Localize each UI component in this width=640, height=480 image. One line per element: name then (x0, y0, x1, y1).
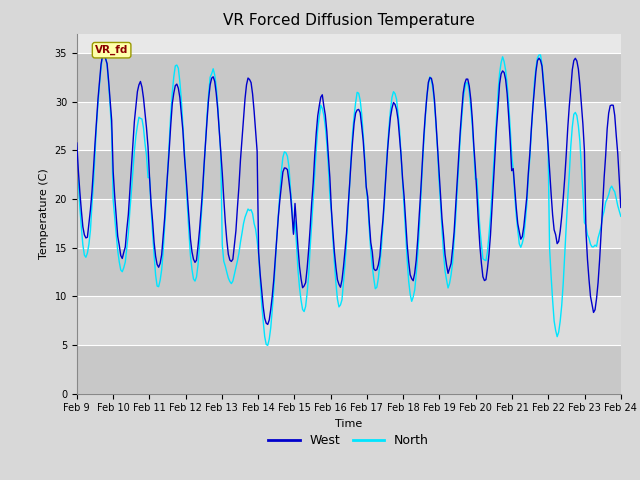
Bar (77, 296, 621, 345)
West (589, 310, 597, 315)
North (73, 151, 81, 157)
West (141, 110, 149, 116)
North (617, 214, 625, 219)
Bar (77, 102, 621, 150)
Line: West: West (77, 53, 621, 324)
Y-axis label: Temperature (C): Temperature (C) (39, 168, 49, 259)
North (314, 126, 321, 132)
West (314, 113, 321, 119)
North (237, 240, 244, 245)
West (100, 50, 108, 56)
Title: VR Forced Diffusion Temperature: VR Forced Diffusion Temperature (223, 13, 475, 28)
Line: North: North (77, 53, 621, 346)
North (255, 252, 262, 257)
North (100, 50, 108, 56)
Bar (77, 345, 621, 394)
North (266, 336, 273, 342)
West (237, 157, 244, 163)
West (266, 317, 273, 323)
West (264, 322, 271, 327)
North (141, 141, 149, 146)
West (73, 140, 81, 146)
Text: VR_fd: VR_fd (95, 45, 128, 55)
West (255, 250, 262, 256)
Legend: West, North: West, North (264, 429, 434, 452)
West (617, 204, 625, 210)
X-axis label: Time: Time (335, 419, 362, 429)
Bar (77, 199, 621, 248)
Bar (77, 53, 621, 102)
Bar (77, 248, 621, 296)
North (264, 343, 271, 348)
Bar (77, 150, 621, 199)
North (589, 244, 597, 250)
